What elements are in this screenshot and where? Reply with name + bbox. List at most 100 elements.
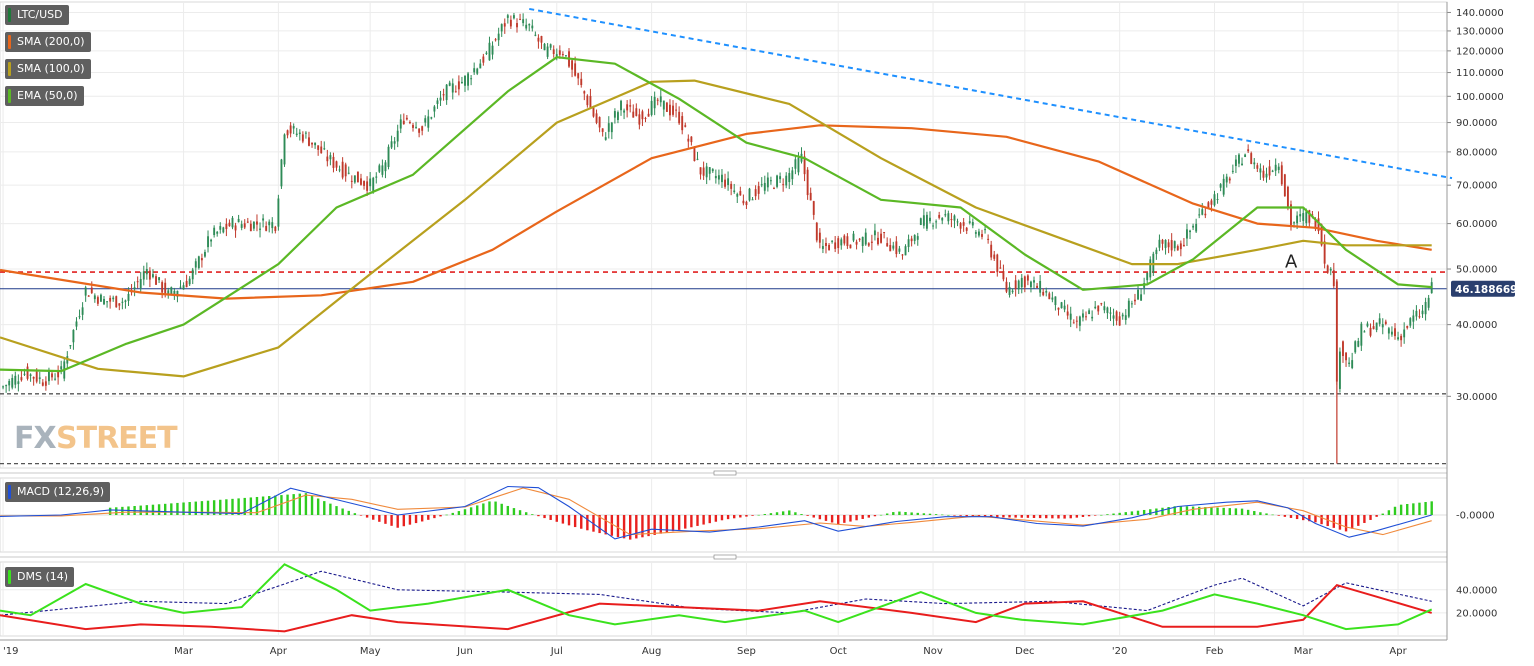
candle-body	[1400, 335, 1403, 341]
candle	[1268, 159, 1271, 180]
candle	[1259, 163, 1262, 180]
candle-body	[197, 256, 200, 269]
legend-sma100[interactable]: SMA (100,0)	[5, 59, 91, 79]
candle-body	[987, 238, 990, 240]
candle	[739, 186, 742, 196]
macd-histogram-bar	[971, 515, 975, 517]
legend-symbol[interactable]: LTC/USD	[5, 5, 69, 25]
candle-body	[944, 214, 947, 216]
price-tick-label: 80.0000	[1456, 147, 1497, 158]
macd-histogram-bar	[1167, 507, 1170, 515]
candle	[213, 225, 216, 238]
macd-histogram-bar	[818, 515, 822, 520]
candle-body	[1149, 259, 1152, 278]
candle	[769, 176, 772, 185]
macd-histogram-bar	[206, 500, 210, 515]
macd-tick-label: -0.0000	[1456, 511, 1495, 522]
macd-histogram-bar	[323, 501, 326, 515]
candle-body	[424, 118, 427, 123]
candle	[381, 159, 384, 178]
candle-body	[922, 215, 925, 226]
candle	[378, 163, 381, 174]
legend-sma200[interactable]: SMA (200,0)	[5, 32, 91, 52]
candle-body	[785, 175, 788, 186]
candle-body	[344, 164, 347, 177]
candle	[1271, 169, 1274, 173]
macd-histogram-bar	[1002, 515, 1005, 518]
candle	[641, 109, 644, 127]
macd-histogram-bar	[684, 515, 687, 529]
candle	[479, 59, 482, 69]
candle-body	[485, 52, 488, 54]
macd-histogram-bar	[610, 515, 614, 536]
candle-body	[1011, 290, 1014, 293]
macd-histogram-bar	[219, 499, 222, 515]
candle-body	[665, 102, 668, 112]
candle	[773, 186, 775, 190]
candle-body	[965, 227, 968, 231]
macd-histogram-bar	[1191, 506, 1195, 515]
candle	[944, 209, 947, 218]
candle	[1274, 158, 1277, 177]
macd-histogram-bar	[549, 515, 552, 520]
candle-body	[717, 175, 720, 180]
price-tick-label: 120.0000	[1456, 46, 1504, 57]
candle	[659, 89, 662, 107]
macd-histogram-bar	[1412, 503, 1415, 515]
candle-body	[1127, 300, 1130, 317]
candle	[41, 379, 44, 387]
candle	[338, 165, 341, 173]
candle	[809, 187, 812, 201]
candle-body	[610, 122, 613, 133]
candle	[384, 160, 387, 179]
legend-ema50[interactable]: EMA (50,0)	[5, 86, 84, 106]
candle-body	[503, 23, 506, 27]
candle	[100, 293, 102, 302]
candle	[1406, 325, 1409, 330]
candle	[433, 105, 436, 118]
macd-histogram-bar	[231, 498, 234, 515]
candle-body	[950, 219, 953, 221]
candle	[1155, 247, 1158, 260]
candle-body	[1241, 163, 1243, 166]
candle	[947, 210, 950, 225]
candle	[295, 127, 298, 137]
candle	[1302, 207, 1305, 228]
candle	[754, 185, 757, 201]
macd-histogram-bar	[1406, 504, 1409, 515]
candle	[222, 226, 225, 234]
candle	[1075, 316, 1078, 329]
candle	[886, 237, 889, 247]
candle-body	[237, 218, 240, 223]
candle-body	[482, 56, 485, 63]
candle-body	[1296, 215, 1299, 224]
candle	[837, 235, 840, 254]
candle	[1219, 183, 1222, 192]
candle-body	[1403, 329, 1406, 338]
candle-body	[292, 126, 295, 129]
candle	[161, 280, 164, 299]
candle-body	[1262, 170, 1265, 178]
candle-body	[999, 267, 1002, 269]
legend-dms-swatch	[8, 570, 11, 584]
candle	[727, 171, 730, 191]
legend-dms[interactable]: DMS (14)	[5, 567, 75, 587]
candle	[864, 228, 867, 246]
candle	[623, 108, 626, 120]
candle-body	[1394, 328, 1396, 337]
legend-macd[interactable]: MACD (12,26,9)	[5, 482, 111, 502]
candle	[938, 211, 941, 220]
candle	[72, 329, 75, 350]
macd-histogram-bar	[408, 515, 412, 525]
candle	[681, 112, 684, 135]
x-tick-label: Feb	[1206, 646, 1224, 657]
macd-panel	[0, 485, 1447, 540]
macd-histogram-bar	[1063, 515, 1066, 519]
candle	[1060, 301, 1063, 309]
candle-body	[176, 290, 179, 297]
macd-histogram-bar	[1308, 515, 1311, 522]
candle-body	[656, 99, 659, 101]
candle	[1091, 310, 1094, 322]
candle	[445, 83, 448, 105]
candle	[1082, 309, 1084, 322]
